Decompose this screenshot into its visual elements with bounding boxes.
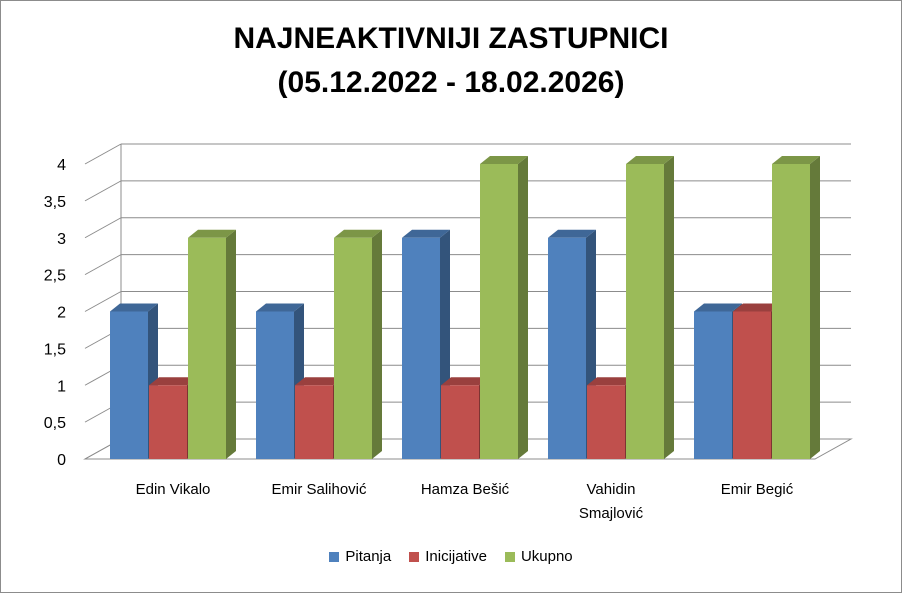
chart-subtitle: (05.12.2022 - 18.02.2026) xyxy=(277,66,625,99)
bar-top xyxy=(256,303,304,312)
gridline-diagonal xyxy=(84,254,122,276)
bar xyxy=(295,385,333,459)
bar-side xyxy=(226,229,236,459)
bar xyxy=(402,237,440,459)
legend: Pitanja Inicijative Ukupno xyxy=(0,548,902,565)
bar xyxy=(334,237,372,459)
y-tick-label: 1 xyxy=(57,378,66,395)
bar-top xyxy=(480,156,528,164)
bar xyxy=(626,164,664,459)
y-tick-label: 4 xyxy=(57,157,66,174)
legend-swatch-inicijative xyxy=(409,551,420,562)
y-tick-label: 3,5 xyxy=(44,194,66,211)
bar xyxy=(548,237,586,459)
x-tick-label: Vahidin xyxy=(587,481,636,498)
bar-top xyxy=(188,229,236,238)
bar-top xyxy=(694,303,742,312)
y-tick-label: 2,5 xyxy=(44,268,66,285)
y-tick-label: 3 xyxy=(57,231,66,248)
x-tick-label: Smajlović xyxy=(579,505,644,522)
bar xyxy=(694,311,732,459)
bar xyxy=(733,311,771,459)
bar-top xyxy=(733,303,781,312)
bar-side xyxy=(810,156,820,459)
bar-side xyxy=(372,229,382,459)
legend-label-inicijative: Inicijative xyxy=(425,548,487,565)
bar-top xyxy=(110,303,158,312)
bar xyxy=(441,385,479,459)
bar xyxy=(480,164,518,459)
gridline-diagonal xyxy=(84,217,122,239)
gridline-diagonal xyxy=(84,180,122,202)
x-tick-label: Hamza Bešić xyxy=(421,481,510,498)
y-tick-label: 2 xyxy=(57,305,66,322)
bar-top xyxy=(441,377,489,386)
bar-top xyxy=(149,377,197,386)
x-tick-label: Emir Salihović xyxy=(271,481,367,498)
legend-item-ukupno: Ukupno xyxy=(504,548,573,565)
bar xyxy=(149,385,187,459)
bar xyxy=(188,237,226,459)
x-tick-label: Emir Begić xyxy=(721,481,794,498)
legend-label-pitanja: Pitanja xyxy=(345,548,392,565)
legend-item-inicijative: Inicijative xyxy=(409,548,487,565)
bar-top xyxy=(772,156,820,164)
gridline-diagonal xyxy=(84,291,122,312)
bar-side xyxy=(664,156,674,459)
legend-label-ukupno: Ukupno xyxy=(520,548,573,565)
bar-top xyxy=(626,156,674,164)
bar xyxy=(110,311,148,459)
y-tick-label: 1,5 xyxy=(44,341,66,358)
legend-swatch-pitanja xyxy=(329,551,340,562)
chart-title: NAJNEAKTIVNIJI ZASTUPNICI xyxy=(233,22,669,55)
bar-side xyxy=(518,156,528,459)
x-tick-label: Edin Vikalo xyxy=(136,481,211,498)
y-tick-label: 0,5 xyxy=(44,415,66,432)
bar xyxy=(256,311,294,459)
bar xyxy=(772,164,810,459)
bar-top xyxy=(402,229,450,238)
legend-swatch-ukupno xyxy=(504,551,515,562)
bar-top xyxy=(334,229,382,238)
bar-top xyxy=(548,229,596,238)
legend-item-pitanja: Pitanja xyxy=(329,548,391,565)
gridline-diagonal xyxy=(84,143,122,165)
bar-top xyxy=(587,377,635,386)
bar-top xyxy=(295,377,343,386)
bar xyxy=(587,385,625,459)
y-tick-label: 0 xyxy=(57,452,66,469)
